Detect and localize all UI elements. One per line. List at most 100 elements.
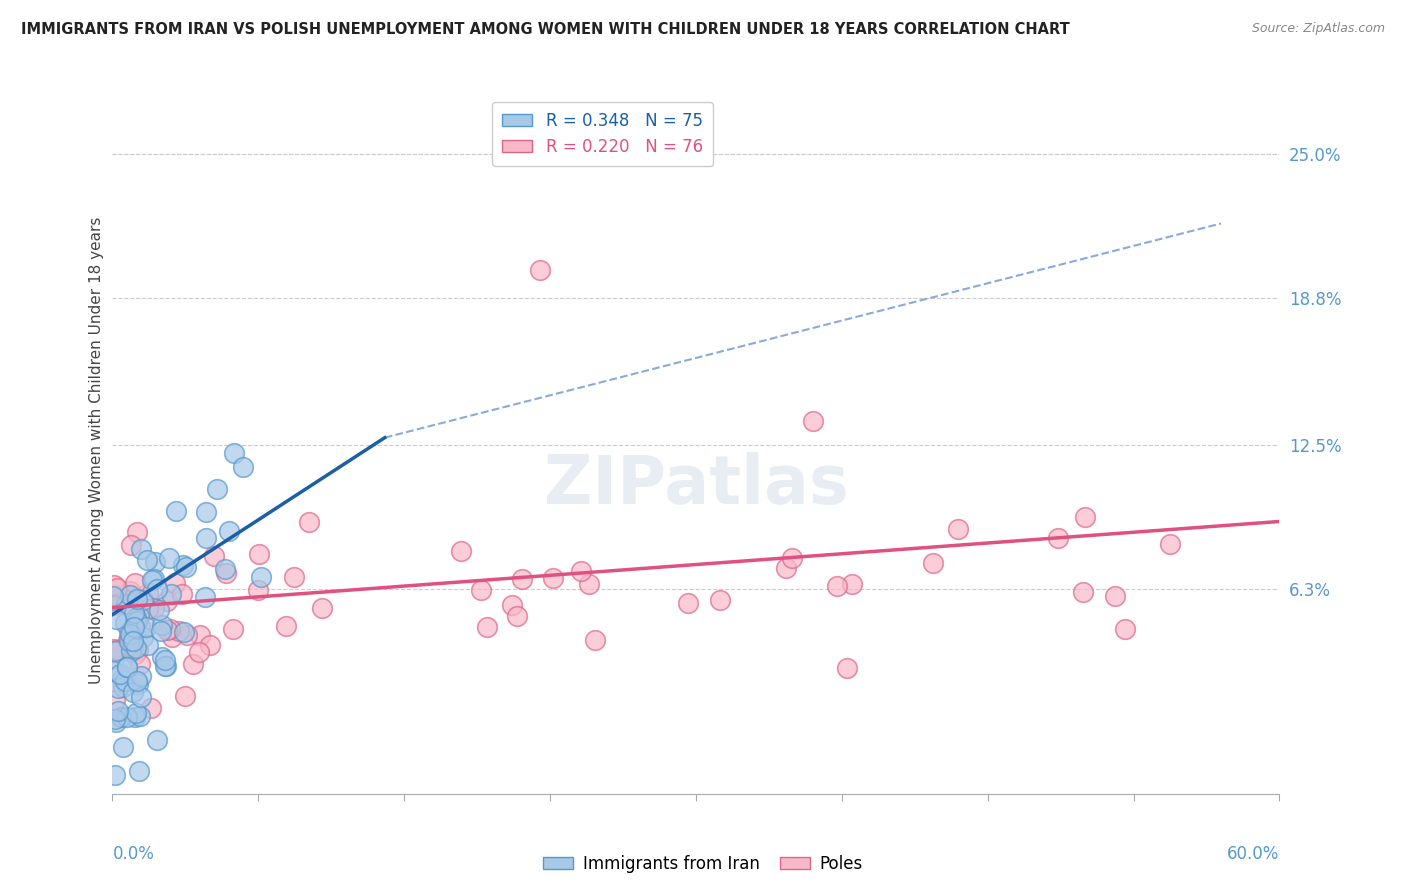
Point [136, 586, 159, 600]
Point [156, 593, 179, 607]
Point [127, 676, 149, 690]
Point [529, 263, 551, 277]
Point [155, 659, 177, 673]
Point [160, 587, 183, 601]
Point [136, 553, 159, 567]
Point [247, 583, 270, 598]
Point [125, 706, 148, 720]
Point [578, 577, 600, 591]
Point [232, 459, 254, 474]
Point [110, 709, 132, 723]
Point [218, 524, 240, 538]
Point [124, 576, 146, 591]
Point [132, 593, 155, 607]
Point [510, 572, 533, 586]
Point [541, 571, 564, 585]
Point [146, 582, 169, 597]
Point [163, 576, 186, 591]
Point [139, 701, 162, 715]
Point [188, 628, 211, 642]
Point [150, 618, 173, 632]
Point [1071, 584, 1094, 599]
Point [115, 660, 138, 674]
Legend: R = 0.348   N = 75, R = 0.220   N = 76: R = 0.348 N = 75, R = 0.220 N = 76 [492, 102, 713, 166]
Point [128, 619, 150, 633]
Point [501, 598, 523, 612]
Point [159, 622, 181, 636]
Point [775, 561, 797, 575]
Point [103, 589, 125, 603]
Point [155, 624, 177, 638]
Point [122, 606, 145, 620]
Point [276, 619, 298, 633]
Point [107, 705, 129, 719]
Point [131, 630, 153, 644]
Point [104, 712, 127, 726]
Point [104, 644, 127, 658]
Point [136, 638, 159, 652]
Point [172, 558, 194, 572]
Point [104, 768, 127, 782]
Point [176, 627, 198, 641]
Y-axis label: Unemployment Among Women with Children Under 18 years: Unemployment Among Women with Children U… [89, 217, 104, 684]
Point [143, 572, 166, 586]
Point [118, 633, 141, 648]
Point [222, 623, 245, 637]
Point [181, 657, 204, 671]
Legend: Immigrants from Iran, Poles: Immigrants from Iran, Poles [536, 848, 870, 880]
Point [105, 593, 128, 607]
Point [1159, 536, 1181, 550]
Point [115, 659, 138, 673]
Point [120, 628, 142, 642]
Point [114, 616, 136, 631]
Point [103, 651, 125, 665]
Point [104, 714, 127, 729]
Point [165, 504, 187, 518]
Point [111, 672, 134, 686]
Point [136, 602, 159, 616]
Point [200, 638, 222, 652]
Point [120, 538, 142, 552]
Point [111, 680, 134, 694]
Point [127, 643, 149, 657]
Point [167, 624, 190, 638]
Point [125, 611, 148, 625]
Point [128, 609, 150, 624]
Point [1046, 531, 1069, 545]
Point [129, 657, 152, 672]
Point [1074, 510, 1097, 524]
Point [827, 579, 849, 593]
Point [107, 681, 129, 696]
Point [1114, 622, 1136, 636]
Point [131, 541, 153, 556]
Point [115, 588, 138, 602]
Point [145, 555, 167, 569]
Point [118, 584, 141, 599]
Point [283, 570, 305, 584]
Point [118, 625, 141, 640]
Point [131, 669, 153, 683]
Point [157, 550, 180, 565]
Point [583, 632, 606, 647]
Point [127, 524, 149, 539]
Point [129, 690, 152, 704]
Point [118, 639, 141, 653]
Point [801, 414, 824, 428]
Point [477, 619, 499, 633]
Point [782, 550, 804, 565]
Point [153, 659, 176, 673]
Point [174, 560, 197, 574]
Point [105, 589, 128, 603]
Point [173, 624, 195, 639]
Text: ZIPatlas: ZIPatlas [544, 452, 848, 517]
Point [128, 708, 150, 723]
Point [124, 647, 146, 661]
Point [114, 597, 136, 611]
Point [128, 764, 150, 779]
Point [149, 624, 172, 638]
Point [125, 641, 148, 656]
Point [841, 577, 863, 591]
Point [506, 608, 529, 623]
Point [125, 674, 148, 689]
Point [120, 627, 142, 641]
